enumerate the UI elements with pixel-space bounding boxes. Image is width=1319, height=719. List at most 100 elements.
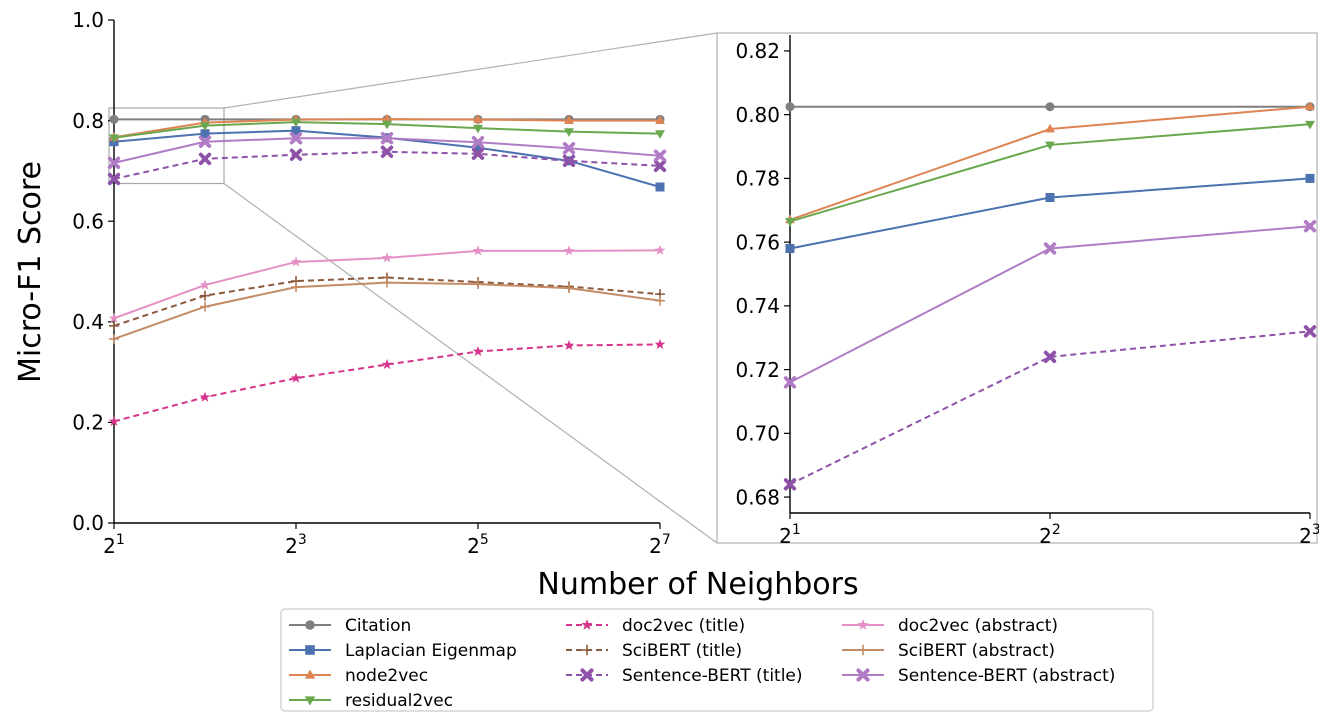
data-point-sentence-bert-title	[380, 145, 394, 158]
data-point-scibert-title	[109, 320, 119, 331]
data-point-laplacian-eigenmap	[291, 126, 301, 136]
data-point-sentence-bert-title	[653, 159, 667, 173]
data-point-node2vec	[382, 113, 392, 123]
data-point-scibert-abstract	[655, 295, 665, 306]
data-point-sentence-bert-abstract	[471, 136, 485, 149]
legend-item-scibert-title: SciBERT (title)	[566, 641, 742, 661]
data-point-doc2vec-title	[563, 339, 575, 350]
legend-label: Laplacian Eigenmap	[345, 641, 517, 661]
data-point-laplacian-eigenmap	[785, 244, 795, 254]
data-point-laplacian-eigenmap	[200, 129, 210, 139]
legend-box	[280, 608, 1154, 712]
legend-marker	[857, 644, 869, 656]
data-point-sentence-bert-abstract	[380, 132, 394, 145]
data-point-sentence-bert-abstract	[653, 149, 667, 162]
zoom-inset-frame	[716, 32, 1318, 544]
data-point-doc2vec-abstract	[290, 256, 302, 267]
data-point-citation	[109, 114, 119, 124]
zoom-x-tick-label: 22	[1039, 522, 1061, 548]
legend-label: Citation	[345, 616, 411, 636]
data-point-residual2vec	[473, 124, 483, 134]
main-y-tick-label: 0.0	[72, 511, 104, 535]
data-point-doc2vec-abstract	[381, 252, 393, 263]
main-x-tick-label: 21	[103, 532, 125, 558]
legend-marker	[580, 668, 594, 682]
legend-item-scibert-abstract: SciBERT (abstract)	[842, 641, 1055, 661]
data-point-laplacian-eigenmap	[473, 143, 483, 153]
data-point-sentence-bert-title	[1303, 325, 1317, 338]
legend-label: SciBERT (abstract)	[898, 641, 1055, 661]
legend-marker	[305, 645, 315, 655]
zoom-x-tick-label: 21	[779, 522, 801, 548]
series-line-sentence-bert-title	[113, 150, 661, 180]
data-point-node2vec	[564, 115, 574, 124]
data-point-residual2vec	[382, 120, 392, 130]
legend-item-residual2vec: residual2vec	[289, 691, 453, 711]
data-point-scibert-abstract	[109, 333, 119, 344]
data-point-node2vec	[473, 114, 483, 123]
data-point-residual2vec	[785, 218, 795, 227]
main-y-tick-label: 0.2	[72, 411, 104, 435]
data-point-doc2vec-title	[381, 358, 393, 370]
data-point-scibert-title	[200, 290, 210, 301]
data-point-residual2vec	[655, 130, 665, 139]
data-point-residual2vec	[564, 128, 574, 137]
data-point-sentence-bert-abstract	[562, 142, 576, 155]
zoom-y-tick-label: 0.72	[735, 358, 780, 382]
main-y-tick-label: 0.6	[72, 209, 104, 233]
legend-item-citation: Citation	[289, 616, 411, 636]
zoom-y-tick-label: 0.74	[735, 294, 780, 318]
data-point-doc2vec-abstract	[199, 279, 211, 290]
legend-label: Sentence-BERT (title)	[622, 666, 803, 686]
zoom-connector-bottom	[223, 182, 718, 544]
data-point-node2vec	[1305, 101, 1315, 111]
legend-label: Sentence-BERT (abstract)	[898, 666, 1115, 686]
data-point-residual2vec	[200, 122, 210, 131]
zoom-connector-top	[223, 32, 718, 109]
data-point-scibert-abstract	[382, 277, 392, 288]
data-point-residual2vec	[1045, 141, 1055, 151]
legend-label: doc2vec (title)	[622, 616, 745, 636]
y-axis-label: Micro-F1 Score	[13, 161, 48, 383]
zoom-x-tick-label: 23	[1299, 522, 1319, 548]
series-line-sentence-bert-title	[789, 330, 1311, 486]
data-point-sentence-bert-abstract	[289, 132, 303, 145]
legend-item-doc2vec-title: doc2vec (title)	[566, 616, 745, 636]
data-point-sentence-bert-title	[471, 147, 485, 160]
data-point-laplacian-eigenmap	[655, 182, 665, 192]
data-point-doc2vec-abstract	[472, 245, 484, 256]
legend-item-node2vec: node2vec	[289, 666, 428, 686]
data-point-sentence-bert-title	[198, 152, 212, 166]
main-y-tick-label: 0.4	[72, 310, 104, 334]
data-point-doc2vec-title	[199, 391, 211, 402]
series-line-doc2vec-title	[113, 343, 661, 423]
zoom-y-tick-label: 0.78	[735, 167, 780, 191]
data-point-sentence-bert-title	[107, 172, 121, 186]
legend-marker	[581, 619, 593, 630]
data-point-sentence-bert-abstract	[198, 135, 212, 148]
data-point-sentence-bert-title	[562, 154, 576, 168]
main-y-tick-label: 0.8	[72, 109, 104, 133]
legend-marker	[305, 620, 315, 630]
legend-label: doc2vec (abstract)	[898, 616, 1058, 636]
legend-item-laplacian-eigenmap: Laplacian Eigenmap	[289, 641, 517, 661]
zoom-region-indicator	[108, 107, 225, 185]
data-point-doc2vec-title	[290, 372, 302, 383]
x-axis-label: Number of Neighbors	[537, 567, 858, 602]
legend-item-sentence-bert-title: Sentence-BERT (title)	[566, 666, 803, 686]
data-point-scibert-abstract	[291, 282, 301, 293]
data-point-node2vec	[1045, 123, 1055, 133]
zoom-y-tick-label: 0.76	[735, 230, 780, 254]
data-point-sentence-bert-title	[783, 478, 797, 491]
main-plot-panel: 0.0 0.2 0.4 0.6 0.8 1.0 21 23 25 27	[72, 8, 671, 558]
main-x-tick-label: 23	[285, 532, 307, 558]
data-point-sentence-bert-abstract	[1043, 242, 1057, 255]
data-point-scibert-abstract	[564, 283, 574, 294]
legend-marker	[856, 668, 870, 682]
data-point-doc2vec-abstract	[654, 244, 666, 255]
data-point-node2vec	[655, 115, 665, 124]
data-point-doc2vec-title	[108, 415, 120, 426]
legend-label: residual2vec	[345, 691, 453, 711]
legend-marker	[304, 696, 316, 706]
data-point-residual2vec	[109, 134, 119, 143]
